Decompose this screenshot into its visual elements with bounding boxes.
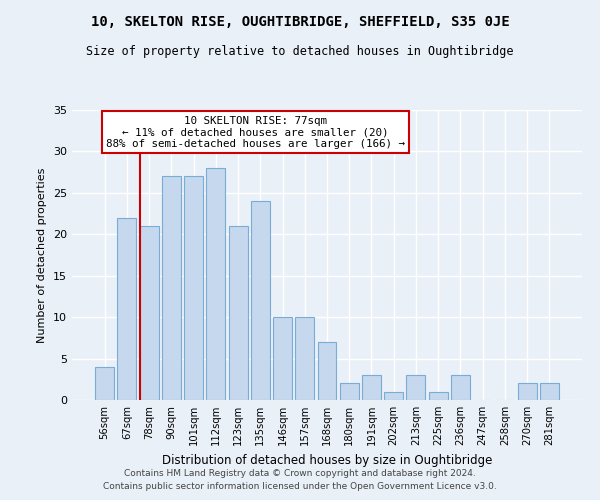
Y-axis label: Number of detached properties: Number of detached properties bbox=[37, 168, 47, 342]
Bar bbox=[384, 392, 403, 400]
Bar bbox=[340, 384, 359, 400]
Bar bbox=[95, 367, 114, 400]
Bar bbox=[540, 384, 559, 400]
Bar bbox=[295, 317, 314, 400]
Bar bbox=[162, 176, 181, 400]
Bar bbox=[518, 384, 536, 400]
Bar bbox=[451, 375, 470, 400]
Bar bbox=[251, 201, 270, 400]
Bar bbox=[273, 317, 292, 400]
Bar bbox=[362, 375, 381, 400]
Bar bbox=[229, 226, 248, 400]
Bar bbox=[206, 168, 225, 400]
Text: 10, SKELTON RISE, OUGHTIBRIDGE, SHEFFIELD, S35 0JE: 10, SKELTON RISE, OUGHTIBRIDGE, SHEFFIEL… bbox=[91, 15, 509, 29]
X-axis label: Distribution of detached houses by size in Oughtibridge: Distribution of detached houses by size … bbox=[162, 454, 492, 466]
Bar bbox=[118, 218, 136, 400]
Text: 10 SKELTON RISE: 77sqm
← 11% of detached houses are smaller (20)
88% of semi-det: 10 SKELTON RISE: 77sqm ← 11% of detached… bbox=[106, 116, 405, 149]
Bar bbox=[429, 392, 448, 400]
Bar bbox=[406, 375, 425, 400]
Bar bbox=[184, 176, 203, 400]
Bar bbox=[317, 342, 337, 400]
Text: Contains HM Land Registry data © Crown copyright and database right 2024.: Contains HM Land Registry data © Crown c… bbox=[124, 468, 476, 477]
Text: Size of property relative to detached houses in Oughtibridge: Size of property relative to detached ho… bbox=[86, 45, 514, 58]
Bar bbox=[140, 226, 158, 400]
Text: Contains public sector information licensed under the Open Government Licence v3: Contains public sector information licen… bbox=[103, 482, 497, 491]
